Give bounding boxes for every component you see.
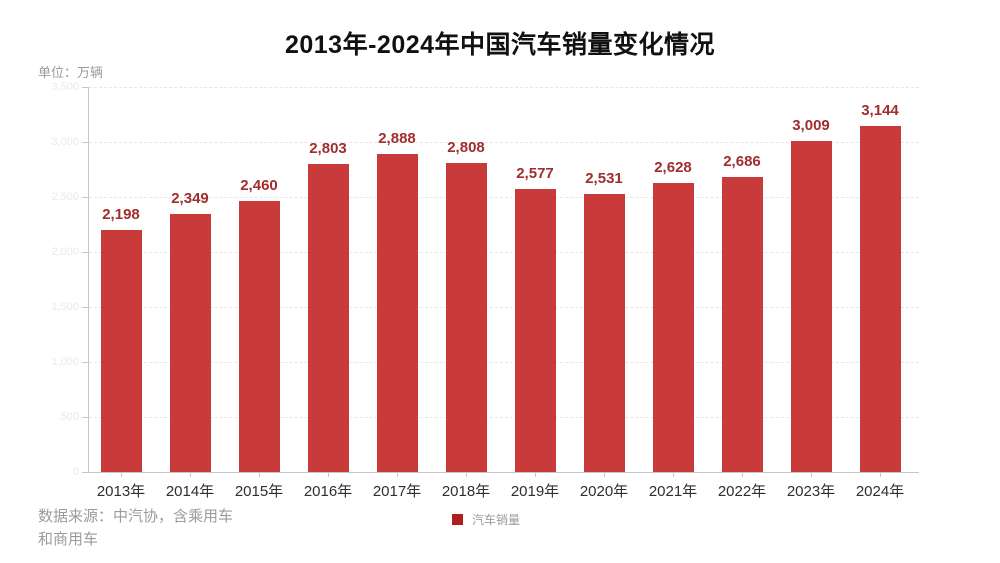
y-axis-tick-2000: [82, 252, 89, 253]
x-axis-tick-2013年: [121, 472, 122, 477]
bar-value-2024年: 3,144: [861, 102, 899, 120]
y-axis-tick-500: [82, 417, 89, 418]
bar-value-2019年: 2,577: [516, 164, 554, 182]
y-axis-tick-1500: [82, 307, 89, 308]
bar-2023年: [790, 141, 832, 472]
bar-value-2020年: 2,531: [585, 169, 623, 187]
x-axis-tick-2022年: [742, 472, 743, 477]
x-axis-tick-2021年: [673, 472, 674, 477]
gridline-1500: [89, 307, 919, 308]
legend-swatch-icon: [452, 514, 463, 525]
source-note: 数据来源：中汽协，含乘用车 和商用车: [38, 505, 233, 551]
bar-2014年: [169, 213, 211, 472]
bar-2024年: [859, 126, 901, 472]
x-axis-tick-2019年: [535, 472, 536, 477]
x-axis-tick-2017年: [397, 472, 398, 477]
bar-value-2018年: 2,808: [447, 139, 485, 157]
bar-value-2021年: 2,628: [654, 158, 692, 176]
bar-value-2022年: 2,686: [723, 152, 761, 170]
y-axis-tick-0: [82, 472, 89, 473]
x-axis-label-2022年: 2022年: [717, 483, 767, 500]
gridline-3500: [89, 87, 919, 88]
x-axis-label-2013年: 2013年: [96, 483, 146, 500]
gridline-1000: [89, 362, 919, 363]
bar-2015年: [238, 201, 280, 472]
x-axis-label-2019年: 2019年: [510, 483, 560, 500]
x-axis-label-2024年: 2024年: [855, 483, 905, 500]
bar-value-2017年: 2,888: [378, 130, 416, 148]
bar-value-2014年: 2,349: [171, 189, 209, 207]
x-axis-tick-2018年: [466, 472, 467, 477]
gridline-500: [89, 417, 919, 418]
y-axis-label-3500: 3,500: [51, 81, 79, 93]
bar-2017年: [376, 154, 418, 472]
y-axis-label-2500: 2,500: [51, 191, 79, 203]
y-axis-label-1000: 1,000: [51, 356, 79, 368]
y-axis-tick-3500: [82, 87, 89, 88]
chart-title: 2013年-2024年中国汽车销量变化情况: [284, 31, 716, 59]
y-axis-label-500: 500: [60, 411, 79, 423]
x-axis-label-2021年: 2021年: [648, 483, 698, 500]
y-axis-label-2000: 2,000: [51, 246, 79, 258]
gridline-2500: [89, 197, 919, 198]
x-axis-tick-2016年: [328, 472, 329, 477]
y-axis-label-3000: 3,000: [51, 136, 79, 148]
y-axis-tick-2500: [82, 197, 89, 198]
x-axis-label-2017年: 2017年: [372, 483, 422, 500]
bar-value-2013年: 2,198: [102, 206, 140, 224]
y-axis-tick-1000: [82, 362, 89, 363]
x-axis-label-2014年: 2014年: [165, 483, 215, 500]
bar-2022年: [721, 176, 763, 472]
x-axis-tick-2014年: [190, 472, 191, 477]
x-axis-label-2015年: 2015年: [234, 483, 284, 500]
bar-value-2016年: 2,803: [309, 139, 347, 157]
source-line-2: 和商用车: [38, 531, 99, 548]
legend-label: 汽车销量: [472, 513, 521, 527]
x-axis-tick-2024年: [880, 472, 881, 477]
x-axis-label-2016年: 2016年: [303, 483, 353, 500]
gridline-2000: [89, 252, 919, 253]
x-axis-label-2023年: 2023年: [786, 483, 836, 500]
bar-2020年: [583, 193, 625, 472]
gridline-3000: [89, 142, 919, 143]
bar-2018年: [445, 163, 487, 472]
y-axis-tick-3000: [82, 142, 89, 143]
x-axis-label-2018年: 2018年: [441, 483, 491, 500]
y-axis-label-1500: 1,500: [51, 301, 79, 313]
bar-2013年: [100, 230, 142, 472]
legend: 汽车销量: [452, 511, 520, 528]
bar-2021年: [652, 182, 694, 472]
source-line-1: 数据来源：中汽协，含乘用车: [38, 508, 234, 525]
x-axis-tick-2015年: [259, 472, 260, 477]
y-axis-label-0: 0: [72, 466, 79, 478]
x-axis-tick-2023年: [811, 472, 812, 477]
bar-2016年: [307, 163, 349, 472]
x-axis-label-2020年: 2020年: [579, 483, 629, 500]
plot-area: 3,500 3,000 2,500 2,000 1,500 1,000 500 0 2,198 2…: [51, 81, 919, 500]
bar-2019年: [514, 188, 556, 472]
x-axis-tick-2020年: [604, 472, 605, 477]
unit-label: 单位：万辆: [38, 65, 104, 80]
bar-value-2015年: 2,460: [240, 177, 278, 195]
bar-value-2023年: 3,009: [792, 117, 830, 134]
